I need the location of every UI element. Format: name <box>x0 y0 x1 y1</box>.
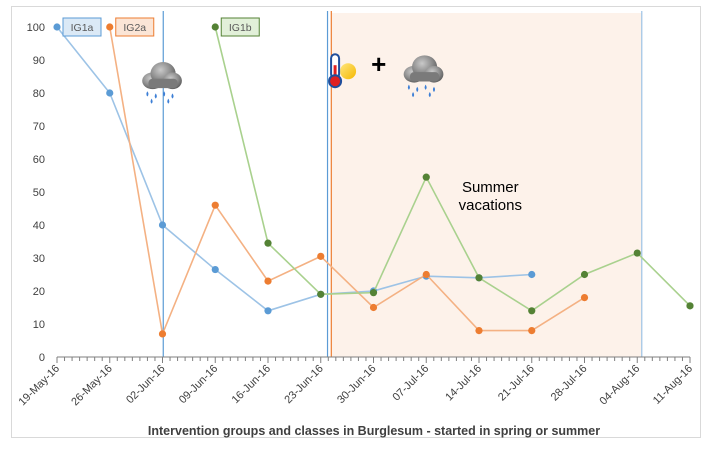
data-point-ig1a <box>528 270 536 279</box>
y-tick-label: 90 <box>33 55 45 67</box>
data-point-ig2a <box>422 270 430 279</box>
x-axis-title: Intervention groups and classes in Burgl… <box>148 424 600 438</box>
data-point-ig1b <box>528 307 536 315</box>
summer-vacation-shading <box>331 13 642 357</box>
plus-annotation: + <box>371 49 386 79</box>
data-point-ig2a <box>158 330 167 338</box>
data-point-ig1a <box>264 307 272 315</box>
data-point-ig2a <box>369 303 378 312</box>
y-tick-label: 10 <box>33 319 45 331</box>
y-tick-label: 30 <box>33 253 45 265</box>
legend-item-ig1a: IG1a <box>62 17 102 37</box>
data-point-ig1b <box>475 274 483 282</box>
data-point-ig1a <box>211 265 219 274</box>
data-point-ig1a <box>106 89 114 97</box>
y-tick-label: 60 <box>33 154 45 166</box>
annotation-text: Summer <box>462 179 519 196</box>
data-point-ig1a <box>53 23 61 31</box>
series-line-ig2a <box>108 26 585 337</box>
legend-box <box>115 17 155 37</box>
legend-label: IG2a <box>123 22 146 34</box>
data-point-ig1b <box>317 290 325 298</box>
data-point-ig1b <box>633 249 641 257</box>
thermometer-sun-icon <box>328 53 357 89</box>
legend-label: IG1b <box>229 22 252 34</box>
data-point-ig2a <box>528 327 536 335</box>
data-point-ig1b <box>264 239 272 247</box>
data-point-ig1a <box>158 221 167 229</box>
data-point-ig1b <box>211 23 219 31</box>
legend-item-ig1b: IG1b <box>220 17 260 37</box>
y-tick-label: 20 <box>33 286 45 298</box>
data-point-ig2a <box>580 294 589 302</box>
data-point-ig2a <box>317 252 325 260</box>
data-point-ig1b <box>580 270 589 279</box>
y-tick-label: 70 <box>33 121 45 133</box>
y-tick-label: 50 <box>33 187 45 199</box>
series-line-ig1a <box>56 26 532 312</box>
legend-label: IG1a <box>71 22 94 34</box>
y-tick-label: 100 <box>27 22 45 34</box>
data-point-ig2a <box>475 327 483 335</box>
annotation-text: vacations <box>459 197 522 214</box>
series-line-ig1b <box>214 26 691 312</box>
y-tick-label: 40 <box>33 220 45 232</box>
y-tick-label: 0 <box>39 352 45 364</box>
legend-box <box>220 17 260 37</box>
data-point-ig2a <box>106 23 114 31</box>
data-point-ig2a <box>264 277 272 285</box>
y-tick-label: 80 <box>33 88 45 100</box>
data-point-ig2a <box>211 201 219 209</box>
data-point-ig1b <box>422 173 430 181</box>
data-point-ig1b <box>369 289 378 297</box>
legend-box <box>62 17 102 37</box>
data-point-ig1b <box>686 302 694 310</box>
legend-item-ig2a: IG2a <box>115 17 155 37</box>
